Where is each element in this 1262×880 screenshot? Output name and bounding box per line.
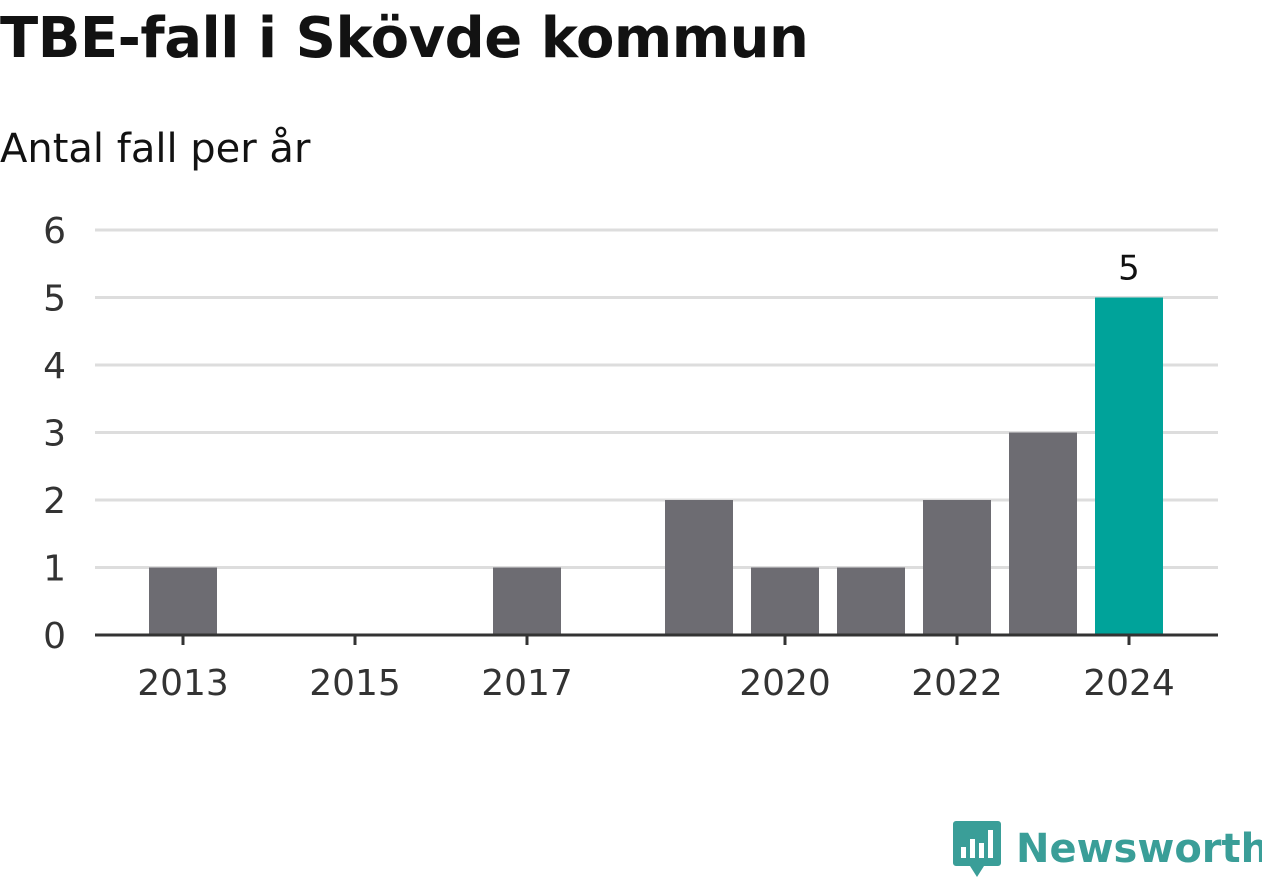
newsworthy-logo: Newsworthy <box>952 818 1262 880</box>
labels: 0 1 2 3 4 5 6 2013 2015 2017 2020 2022 2024 5 <box>43 211 1175 704</box>
x-tick-label: 2022 <box>911 663 1003 704</box>
bar-2023 <box>1009 432 1077 635</box>
bars <box>149 297 1163 635</box>
y-tick-label: 6 <box>43 211 66 252</box>
bar-2013 <box>149 567 217 635</box>
bar-2019 <box>665 500 733 635</box>
chart-title: TBE-fall i Skövde kommun <box>0 6 809 71</box>
brand-name: Newsworthy <box>1016 826 1262 872</box>
x-tick-label: 2015 <box>309 663 401 704</box>
x-tick-label: 2024 <box>1083 663 1175 704</box>
y-tick-label: 0 <box>43 616 66 657</box>
newsworthy-chart-bubble-icon <box>953 821 1001 877</box>
bar-2022 <box>923 500 991 635</box>
y-tick-label: 5 <box>43 279 66 320</box>
y-tick-label: 4 <box>43 346 66 387</box>
y-tick-label: 2 <box>43 481 66 522</box>
x-tick-label: 2013 <box>137 663 229 704</box>
x-tick-label: 2017 <box>481 663 573 704</box>
bar-2024 <box>1095 297 1163 635</box>
axes <box>95 633 1218 645</box>
y-tick-label: 3 <box>43 414 66 455</box>
chart-subtitle: Antal fall per år <box>0 126 311 172</box>
bar-2017 <box>493 567 561 635</box>
y-tick-label: 1 <box>43 549 66 590</box>
data-label-2024: 5 <box>1118 249 1140 289</box>
x-tick-label: 2020 <box>739 663 831 704</box>
bar-2021 <box>837 567 905 635</box>
bar-2020 <box>751 567 819 635</box>
